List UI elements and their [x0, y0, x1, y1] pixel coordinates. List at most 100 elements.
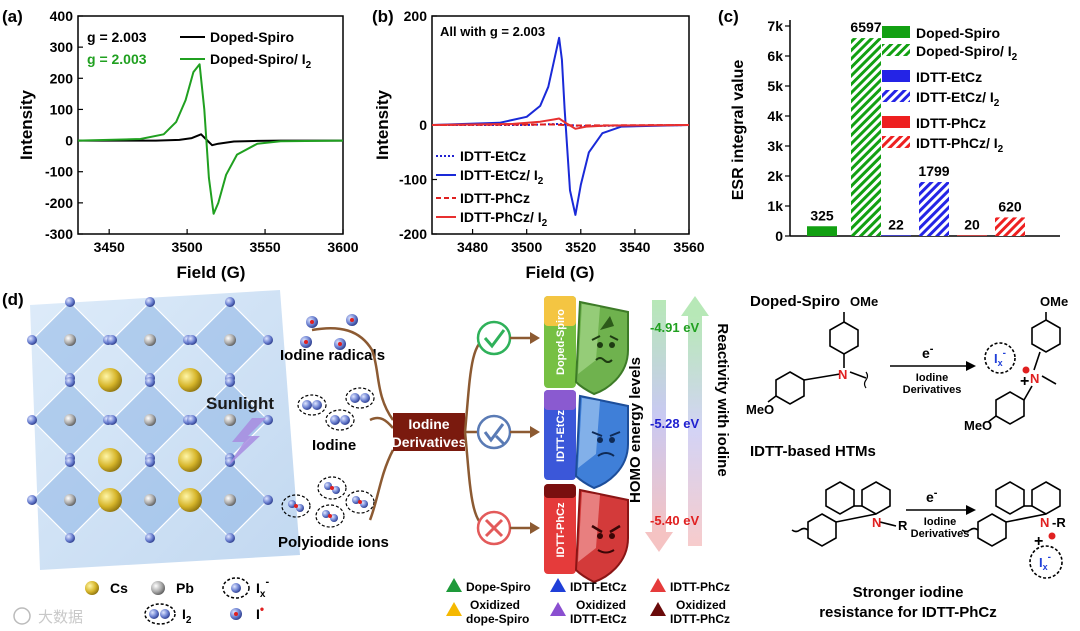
lightning-icon — [228, 418, 266, 466]
ix-legend-label: Ix- — [256, 576, 269, 600]
i-atom — [145, 297, 155, 307]
carbazole-r-2: -R — [1052, 515, 1066, 530]
iodine-atom — [360, 393, 370, 403]
panel-d: (d) Sunlight Iodine radicals Iodine Poly… — [2, 290, 1068, 626]
connector-polyiodide — [368, 449, 395, 521]
panel-a-ylabel: Intensity — [17, 90, 36, 160]
shield-red — [574, 488, 629, 584]
panel-a-xtick-label: 3600 — [327, 239, 358, 255]
iodine-radicals-label: Iodine radicals — [280, 347, 385, 364]
reactivity-label: Reactivity with iodine — [714, 323, 731, 476]
shield-blue — [574, 394, 629, 490]
panel-b-xlabel: Field (G) — [526, 263, 595, 282]
panel-b-label: (b) — [372, 7, 394, 26]
cs-atom — [98, 488, 122, 512]
oxidized-dope-triangle-icon — [446, 602, 462, 616]
c-legend-4: IDTT-EtCz/ I2 — [916, 89, 1000, 109]
ix-circle-1 — [984, 342, 1016, 374]
homo-label: HOMO energy levels — [627, 357, 644, 503]
panel-b-note: All with g = 2.003 — [440, 24, 545, 39]
c-legend-5: IDTT-PhCz — [916, 115, 986, 131]
arrowhead-bottom — [530, 522, 540, 534]
i-atom — [225, 297, 235, 307]
pb-atom — [224, 414, 236, 426]
i-atom — [145, 533, 155, 543]
pb-atom — [144, 494, 156, 506]
radical-dot — [304, 340, 308, 344]
sunlight-label: Sunlight — [206, 394, 274, 413]
legend-ox-dope-1: Oxidized — [470, 598, 520, 612]
i-atom — [263, 335, 273, 345]
check-circle-icon — [476, 320, 512, 356]
carbazole-radical-dot — [1048, 532, 1056, 540]
spiro-plus: + — [1020, 373, 1029, 390]
carbazole-plus: + — [1034, 533, 1043, 550]
spiro-meo-2: MeO — [964, 418, 992, 433]
spiro-n-1: N — [838, 367, 847, 382]
i-atom — [107, 335, 117, 345]
c-legend-swatch-1 — [882, 26, 910, 38]
panel-c-bar-label-3: 22 — [888, 216, 904, 232]
homo-value-2: -5.28 eV — [650, 416, 699, 431]
panel-a-frame — [77, 15, 344, 235]
scheme-title-2: IDTT-based HTMs — [750, 443, 876, 460]
pb-atom — [144, 334, 156, 346]
spiro-ome-1: OMe — [850, 294, 878, 309]
cross-icon-b — [484, 518, 504, 538]
watermark-logo-icon — [13, 607, 31, 625]
oxidized-etcz-triangle-icon — [550, 602, 566, 616]
panel-b: (b) 200 0 -100 -200 3480 3500 3520 3540 3560 Al… — [372, 7, 705, 282]
panel-b-legend-1: IDTT-EtCz — [460, 148, 526, 164]
i-atom — [65, 533, 75, 543]
legend-idtt-etcz: IDTT-EtCz — [570, 580, 627, 594]
panel-c-bar-1 — [807, 226, 837, 236]
ix-circle-2 — [1029, 545, 1063, 579]
charge-dot — [294, 504, 298, 508]
iodine-label: Iodine — [312, 437, 356, 454]
polyiodide-icon — [345, 490, 375, 514]
scheme-derivatives-2: Derivatives — [911, 528, 970, 540]
pb-atom — [224, 494, 236, 506]
panel-c-bar-6 — [995, 217, 1025, 236]
pb-atom — [64, 414, 76, 426]
scheme-iodine-2: Iodine — [924, 516, 956, 528]
panel-a-ytick-label: 100 — [50, 101, 74, 117]
carbazole-r-1: R — [898, 518, 908, 533]
panel-b-ytick-label: 200 — [404, 8, 428, 24]
carbazole-n-2: N — [1040, 515, 1049, 530]
i2-legend-icon — [144, 603, 176, 625]
panel-a-ytick-label: 200 — [50, 70, 74, 86]
i-atom — [263, 415, 273, 425]
panel-a-xtick-label: 3550 — [249, 239, 280, 255]
strip-idtt-phcz-label: IDTT-PhCz — [555, 502, 567, 557]
c-legend-6: IDTT-PhCz/ I2 — [916, 135, 1004, 155]
panel-a-series-2 — [77, 63, 344, 215]
cs-legend-icon — [85, 581, 99, 595]
pb-legend-label: Pb — [176, 580, 194, 596]
ix-label-1: Ix- — [994, 348, 1006, 368]
spiro-meo-1: MeO — [746, 402, 774, 417]
panel-c-ytick-label: 0 — [775, 228, 783, 244]
i-atom — [27, 335, 37, 345]
ix-label-2: Ix- — [1039, 552, 1051, 572]
panel-a-ytick-label: -300 — [45, 226, 73, 242]
panel-a-label: (a) — [2, 7, 23, 26]
i-radical-legend-label: I• — [256, 602, 264, 622]
pb-atom — [64, 494, 76, 506]
pb-atom — [144, 414, 156, 426]
legend-ox-ph-1: Oxidized — [676, 598, 726, 612]
panel-b-ylabel: Intensity — [373, 90, 392, 160]
panel-c-ylabel: ESR integral value — [730, 60, 747, 201]
c-legend-swatch-3 — [882, 70, 910, 82]
spiro-radical-dot — [1022, 366, 1030, 374]
spiro-ome-2: OMe — [1040, 294, 1068, 309]
i-atom — [187, 335, 197, 345]
i-atom — [27, 495, 37, 505]
charge-dot — [330, 486, 334, 490]
panel-a-xtick-label: 3450 — [94, 239, 125, 255]
check-icon — [483, 329, 506, 349]
partial-check-icon — [483, 423, 505, 443]
cs-atom — [178, 448, 202, 472]
c-legend-swatch-2 — [882, 44, 910, 56]
panel-a-ytick-label: -100 — [45, 164, 73, 180]
